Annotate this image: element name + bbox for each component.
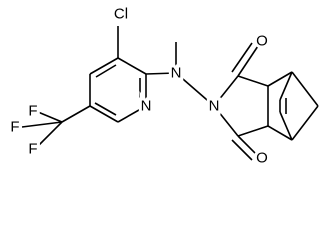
atom-label: Cl bbox=[114, 6, 128, 23]
bonds bbox=[21, 26, 319, 161]
atom-label: F bbox=[10, 119, 19, 136]
structure: Cl N N N O O F F F bbox=[10, 5, 319, 167]
atom-label: F bbox=[28, 141, 37, 158]
atom-label: N bbox=[171, 65, 182, 82]
atom-label: O bbox=[256, 33, 268, 50]
atom-label: F bbox=[28, 103, 37, 120]
atom-label: N bbox=[141, 98, 152, 115]
atom-label: N bbox=[209, 98, 220, 115]
atom-label: O bbox=[256, 150, 268, 167]
